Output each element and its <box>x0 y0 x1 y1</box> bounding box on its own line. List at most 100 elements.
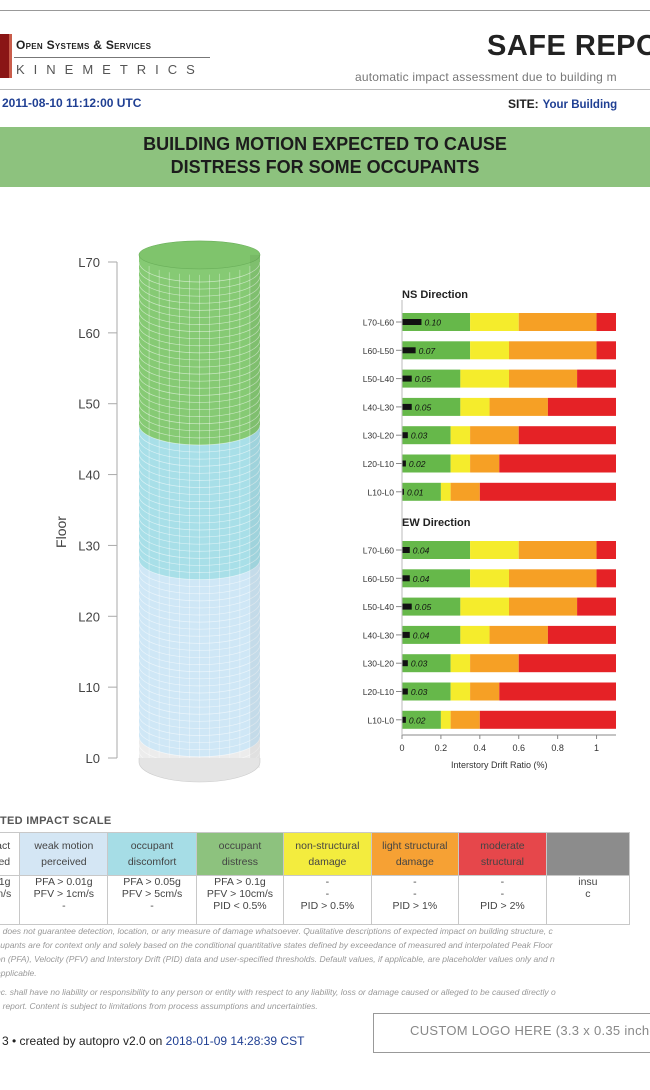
drift-value-bar <box>402 403 412 410</box>
scale-criteria-line: cm/s <box>0 888 12 900</box>
drift-value-bar <box>402 688 408 695</box>
threshold-band <box>450 682 471 701</box>
floor-slab-line <box>138 644 261 665</box>
scale-header-line: occupant <box>130 840 174 852</box>
floor-slab-line <box>138 304 261 325</box>
company-name-bottom: KINEMETRICS <box>16 62 204 77</box>
threshold-band <box>518 426 616 445</box>
building-zone-perceived <box>139 559 260 757</box>
floor-slab-line <box>138 403 261 425</box>
threshold-band <box>470 682 500 701</box>
drift-value-label: 0.07 <box>419 346 436 356</box>
drift-value-bar <box>402 347 416 354</box>
floor-slab-line <box>138 559 261 580</box>
banner-line-1: BUILDING MOTION EXPECTED TO CAUSE <box>143 134 507 154</box>
floor-tick-label: L50 <box>78 397 100 412</box>
custom-logo-text: CUSTOM LOGO HERE (3.3 x 0.35 inche <box>410 1023 650 1038</box>
building-zone-distress <box>139 254 260 445</box>
disclaimer-line: applicable. <box>0 968 37 978</box>
drift-value-bar <box>402 547 410 553</box>
drift-value-label: 0.04 <box>413 546 430 556</box>
floor-slab-line <box>138 368 261 389</box>
category-label: L10-L0 <box>368 487 395 497</box>
floor-slab-line <box>138 269 261 290</box>
threshold-band <box>402 369 461 388</box>
drift-value-bar <box>402 488 404 495</box>
footer-credit: 3 • created by autopro v2.0 on 2018-01-0… <box>2 1034 304 1048</box>
threshold-band <box>450 454 471 473</box>
category-label: L50-L40 <box>363 602 394 612</box>
threshold-band <box>470 313 519 331</box>
floor-slab-line <box>138 616 261 637</box>
floor-tick-label: L40 <box>78 468 100 483</box>
drift-chart: NS Direction L70-L60 0.10 L60-L50 0.07 L50-L4… <box>363 289 616 770</box>
threshold-band <box>450 654 471 673</box>
scale-header-cell: occupant distress <box>195 832 285 876</box>
scale-criteria-line: PFA > 0.1g <box>214 876 266 888</box>
scale-header-line: weak motion <box>34 840 94 852</box>
floor-slab-line <box>138 531 261 552</box>
event-datetime: 2011-08-10 11:12:00 UTC <box>2 96 142 110</box>
x-axis-label: Interstory Drift Ratio (%) <box>451 760 548 770</box>
threshold-band <box>460 369 509 388</box>
floor-slab-line <box>138 460 261 481</box>
floor-slab-line <box>138 736 261 758</box>
drift-value-label: 0.05 <box>415 602 432 612</box>
scale-criteria-line: PID > 1% <box>392 900 438 912</box>
floor-slab-line <box>138 708 261 729</box>
drift-value-label: 0.03 <box>411 687 428 697</box>
scale-criteria-cell: - - PID > 0.5% <box>283 875 372 925</box>
floor-slab-line <box>138 524 261 545</box>
scale-criteria-line: PID > 0.5% <box>300 900 355 912</box>
impact-scale-table: pact cted weak motion perceived occupant disc… <box>0 832 631 925</box>
floor-slab-line <box>138 261 261 283</box>
disclaimer-text: s does not guarantee detection, location… <box>0 924 650 980</box>
threshold-band <box>460 597 509 616</box>
floor-slab-line <box>138 651 261 673</box>
threshold-band <box>470 341 509 360</box>
scale-criteria-cell: PFA > 0.01g PFV > 1cm/s - <box>19 875 109 925</box>
drift-value-label: 0.04 <box>413 630 430 640</box>
floor-slab-line <box>138 446 261 467</box>
scale-header-line: damage <box>308 856 347 868</box>
threshold-band <box>509 569 597 588</box>
drift-value-bar <box>402 460 406 467</box>
logo-divider <box>14 57 210 58</box>
category-label: L60-L50 <box>363 346 394 356</box>
floor-tick-label: L70 <box>78 255 100 270</box>
scale-criteria-line: c <box>585 888 591 900</box>
footer-prefix: 3 • created by autopro v2.0 on <box>2 1034 163 1048</box>
category-label: L70-L60 <box>363 318 394 328</box>
drift-value-bar <box>402 375 412 382</box>
scale-criteria-cell: - - PID > 2% <box>458 875 547 925</box>
scale-criteria-line: PFA > 0.01g <box>35 876 93 888</box>
floor-slab-line <box>138 509 261 531</box>
floor-slab-line <box>138 517 261 538</box>
drift-value-label: 0.05 <box>415 374 432 384</box>
footer-timestamp: 2018-01-09 14:28:39 CST <box>165 1034 305 1048</box>
floor-slab-line <box>138 580 261 602</box>
scale-criteria-line: PFV > 10cm/s <box>206 888 274 900</box>
threshold-band <box>450 482 480 501</box>
floor-slab-line <box>138 587 261 609</box>
scale-criteria-cell: .01gcm/s <box>0 875 21 925</box>
scale-criteria-line: PFV > 5cm/s <box>121 888 183 900</box>
category-label: L70-L60 <box>363 546 394 556</box>
threshold-band <box>509 369 578 388</box>
floor-slab-line <box>138 623 261 644</box>
liability-line: nc. shall have no liability or responsib… <box>0 987 556 997</box>
threshold-band <box>402 341 471 360</box>
threshold-band <box>460 397 490 416</box>
scale-criteria-line: - <box>500 876 505 888</box>
building-diagram: L70 L60 L50 L40 L30 L20 L10 L0 Floor <box>53 240 261 783</box>
threshold-band <box>518 541 597 559</box>
scale-criteria-line: - <box>325 888 330 900</box>
threshold-band <box>489 397 548 416</box>
threshold-band <box>402 682 451 701</box>
roof-cap <box>138 240 261 270</box>
floor-slab-line <box>138 602 261 623</box>
floor-slab-line <box>138 701 261 722</box>
drift-value-label: 0.03 <box>411 659 428 669</box>
scale-header-line: structural <box>480 856 525 868</box>
category-label: L40-L30 <box>363 402 394 412</box>
